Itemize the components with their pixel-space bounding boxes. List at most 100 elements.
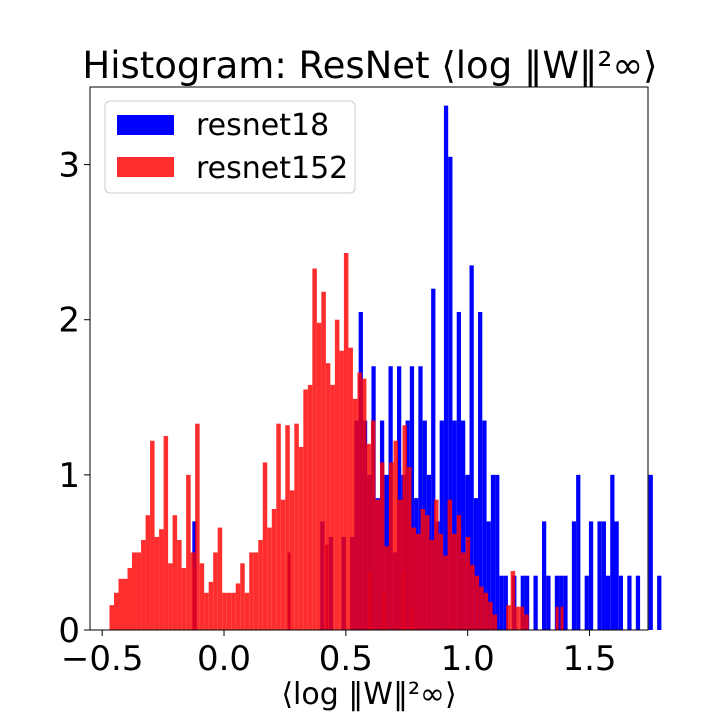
resnet18-bar	[635, 575, 641, 630]
resnet18-bar	[469, 265, 474, 630]
resnet152-bar	[357, 372, 362, 630]
resnet18-bar	[588, 521, 594, 630]
resnet18-bar	[627, 575, 632, 630]
resnet18-bar	[542, 521, 547, 630]
overlap-bar	[325, 544, 329, 630]
resnet18-bar	[443, 105, 449, 631]
legend-swatch-resnet152	[117, 157, 174, 177]
resnet18-bar	[448, 156, 453, 630]
resnet18-bar	[657, 575, 662, 630]
overlap-bar	[402, 571, 406, 630]
resnet18-bar	[409, 366, 415, 630]
resnet152-bar	[402, 425, 408, 630]
resnet18-bar	[571, 521, 577, 630]
resnet152-bar	[407, 467, 412, 630]
resnet18-bar	[495, 474, 500, 630]
resnet152-bar	[186, 474, 191, 630]
resnet152-bar	[352, 398, 358, 630]
resnet152-bar	[438, 533, 444, 630]
overlap-bar	[382, 591, 386, 630]
resnet18-bar	[618, 575, 624, 630]
resnet152-bar	[393, 440, 398, 630]
resnet152-bar	[159, 529, 164, 630]
resnet152-bar	[231, 592, 236, 630]
resnet18-bar	[610, 474, 615, 630]
resnet152-bar	[361, 378, 367, 630]
resnet152-bar	[298, 446, 304, 630]
resnet152-bar	[330, 384, 335, 630]
resnet152-bar	[123, 578, 128, 630]
resnet152-bar	[343, 253, 349, 630]
x-tick-label: 1.5	[562, 639, 616, 679]
x-tick-label: 0.0	[197, 639, 251, 679]
resnet152-bar	[240, 563, 245, 630]
resnet18-bar	[601, 521, 606, 630]
resnet152-bar	[235, 583, 241, 630]
legend: resnet18 resnet152	[104, 100, 356, 194]
resnet152-bar	[492, 614, 498, 630]
resnet152-bar	[312, 268, 317, 630]
x-axis: −0.5 0.0 0.5 1.0 1.5	[61, 630, 617, 679]
y-tick-label: 2	[58, 301, 80, 341]
resnet152-bar	[470, 564, 475, 630]
resnet18-bar	[520, 575, 525, 630]
resnet152-bar	[204, 592, 209, 630]
resnet18-bar	[439, 420, 444, 630]
x-tick-label: 0.5	[319, 639, 373, 679]
x-tick-label: −0.5	[61, 639, 144, 679]
resnet152-bar	[280, 499, 286, 630]
resnet18-bar	[648, 474, 653, 630]
resnet152-bar	[474, 575, 480, 630]
resnet152-bar	[375, 499, 380, 630]
resnet152-bar	[334, 319, 340, 630]
resnet152-bar	[429, 540, 435, 630]
resnet152-bar	[168, 563, 173, 630]
overlap-bar	[192, 567, 196, 630]
resnet152-bar	[222, 592, 227, 630]
resnet18-bar	[456, 311, 461, 630]
y-tick-label: 3	[58, 146, 80, 186]
resnet152-bar	[258, 540, 263, 630]
resnet18-bar	[554, 575, 560, 630]
resnet152-bar	[213, 552, 218, 630]
resnet18-bar	[605, 575, 611, 630]
resnet18-bar	[533, 575, 538, 630]
resnet152-bar	[510, 571, 516, 630]
resnet152-bar	[388, 462, 394, 630]
resnet152-bar	[199, 563, 205, 630]
resnet152-bar	[208, 581, 214, 630]
resnet152-bar	[461, 552, 466, 630]
resnet152-bar	[316, 322, 322, 630]
resnet152-bar	[443, 555, 448, 630]
x-tick-label: 1.0	[441, 639, 495, 679]
overlap-bar	[560, 606, 564, 630]
resnet18-bar	[499, 575, 504, 630]
resnet18-bar	[397, 366, 402, 630]
resnet18-bar	[460, 420, 466, 630]
resnet152-bar	[217, 527, 223, 630]
overlap-bar	[410, 606, 414, 630]
resnet18-bar	[486, 521, 491, 630]
resnet18-bar	[614, 521, 619, 630]
legend-swatch-resnet18	[117, 115, 174, 135]
resnet152-bar	[465, 536, 471, 630]
legend-label-resnet152: resnet152	[196, 151, 348, 186]
resnet18-bar	[478, 311, 483, 630]
resnet152-bar	[515, 606, 520, 630]
resnet152-bar	[244, 592, 250, 630]
resnet18-bar	[418, 366, 423, 630]
resnet152-bar	[325, 363, 331, 630]
resnet152-bar	[253, 552, 259, 630]
resnet152-bar	[524, 614, 529, 630]
resnet152-bar	[366, 443, 371, 630]
resnet152-bar	[506, 605, 511, 630]
resnet18-bar	[452, 420, 457, 630]
resnet152-bar	[181, 567, 187, 630]
bars-layer	[109, 105, 662, 631]
resnet152-bar	[163, 436, 169, 630]
resnet152-bar	[307, 384, 313, 630]
resnet152-bar	[271, 508, 277, 630]
resnet152-bar	[339, 350, 344, 630]
resnet152-bar	[379, 462, 385, 630]
